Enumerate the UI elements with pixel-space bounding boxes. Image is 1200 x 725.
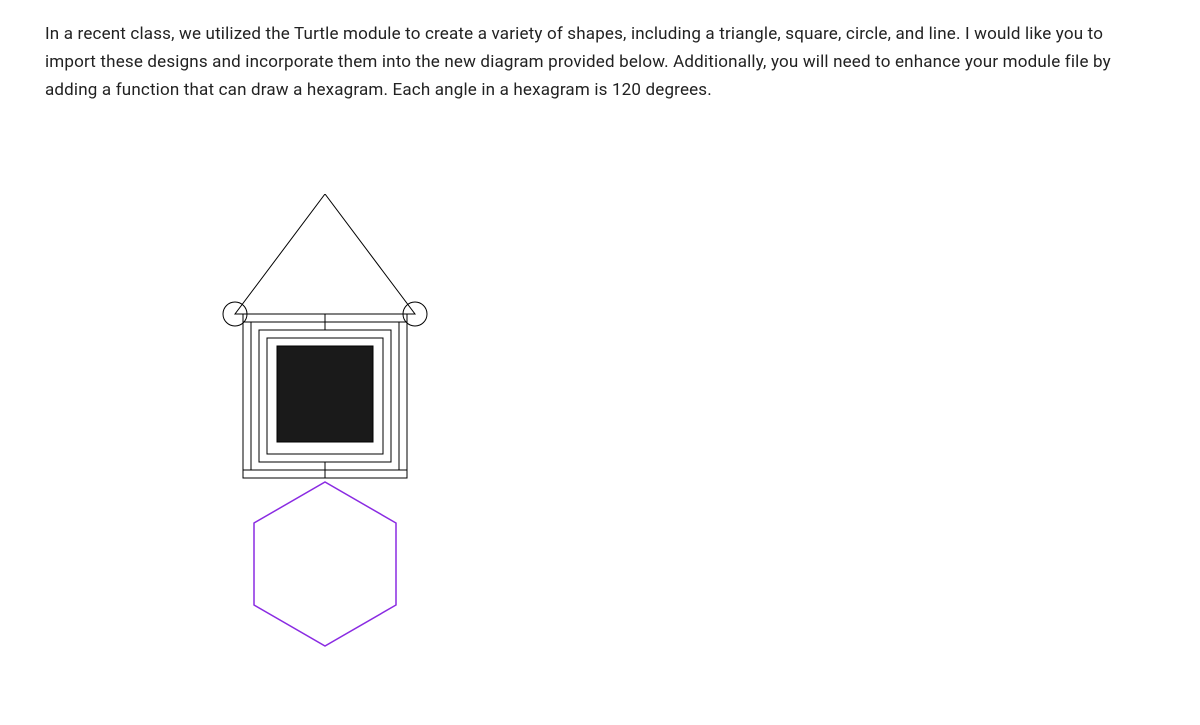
turtle-diagram — [185, 194, 1155, 654]
instruction-paragraph: In a recent class, we utilized the Turtl… — [45, 20, 1155, 104]
diagram-svg — [185, 194, 465, 654]
